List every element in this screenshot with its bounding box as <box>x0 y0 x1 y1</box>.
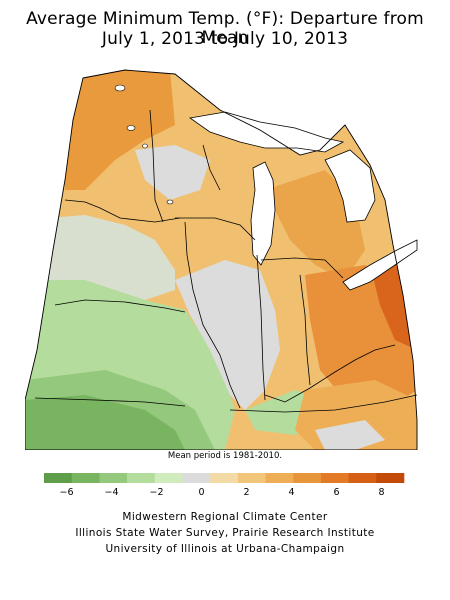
departure-map <box>25 50 425 450</box>
color-legend: −6 −4 −2 0 2 4 6 8 <box>44 473 405 498</box>
michigan-indiana-ohio-border <box>260 257 344 279</box>
kentucky-tennessee-border <box>229 394 418 413</box>
legend-tick-label: −2 <box>149 487 163 498</box>
legend-swatch <box>182 473 211 483</box>
legend-tick-label: −6 <box>59 487 73 498</box>
small-lake <box>142 143 148 149</box>
legend-tick-label: 4 <box>288 487 294 498</box>
wisconsin-michigan-border <box>202 144 221 191</box>
legend-swatch <box>71 473 100 483</box>
minnesota-iowa-border <box>64 199 181 223</box>
legend-swatch <box>237 473 266 483</box>
missouri-arkansas-border <box>34 397 186 407</box>
legend-swatch <box>210 473 239 483</box>
legend-swatch <box>127 473 156 483</box>
illinois-neutral-region <box>175 260 280 410</box>
credit-mrcc: Midwestern Regional Climate Center <box>122 511 328 523</box>
legend-tick-label: 2 <box>243 487 249 498</box>
lake-michigan <box>250 161 276 266</box>
iowa-wisconsin-border <box>175 217 256 241</box>
legend-swatch <box>44 473 72 483</box>
legend-tick-label: 8 <box>378 487 384 498</box>
credit-uiuc: University of Illinois at Urbana-Champai… <box>105 543 345 555</box>
illinois-indiana-border <box>256 254 266 401</box>
iowa-missouri-border <box>54 299 186 313</box>
legend-tick-label: 6 <box>333 487 339 498</box>
kentucky-neutral-region <box>315 420 385 450</box>
legend-swatch <box>348 473 377 483</box>
lake-erie <box>342 239 418 291</box>
map-title: Average Minimum Temp. (°F): Departure fr… <box>26 9 424 48</box>
ohio-river-border <box>264 344 396 403</box>
legend-swatch <box>320 473 349 483</box>
legend-swatch <box>376 473 405 483</box>
minnesota-wisconsin-border <box>149 109 164 223</box>
lake-superior <box>188 111 345 153</box>
legend-swatch <box>293 473 322 483</box>
lake-huron <box>324 149 376 223</box>
legend-swatch <box>99 473 128 483</box>
map-subtitle: July 1, 2013 to July 10, 2013 <box>101 29 349 49</box>
northern-minnesota-region <box>65 70 175 190</box>
mille-lacs <box>166 199 174 205</box>
lake-of-the-woods <box>114 84 126 92</box>
lower-michigan-warm <box>265 170 365 280</box>
credit-isws: Illinois State Water Survey, Prairie Res… <box>75 527 375 539</box>
mean-period-note: Mean period is 1981-2010. <box>167 451 283 461</box>
indiana-ohio-border <box>299 274 311 386</box>
region-outline <box>25 69 418 450</box>
red-lake <box>126 125 136 131</box>
legend-tick-label: −4 <box>104 487 118 498</box>
southwest-minnesota-region <box>25 215 175 300</box>
legend-tick-label: 0 <box>198 487 204 498</box>
missouri-coolest-region <box>25 395 185 450</box>
legend-swatch <box>154 473 183 483</box>
legend-swatch <box>265 473 294 483</box>
mississippi-river-border <box>184 221 241 409</box>
